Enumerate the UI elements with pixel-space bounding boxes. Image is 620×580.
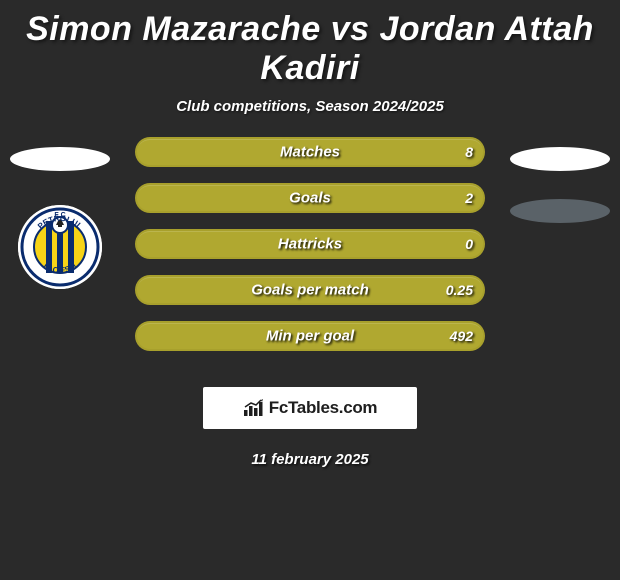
stat-label: Goals	[289, 190, 331, 207]
stat-rows: Matches 8 Goals 2 Hattricks 0 Goals per …	[135, 137, 485, 367]
footer-date: 11 february 2025	[0, 451, 620, 468]
stat-value-right: 492	[450, 328, 473, 344]
page-title: Simon Mazarache vs Jordan Attah Kadiri	[0, 4, 620, 90]
club-badge-left: F C PETROLUL PLOIESTI	[18, 205, 102, 289]
stat-label: Matches	[280, 144, 340, 161]
stat-value-right: 8	[465, 144, 473, 160]
stat-row-matches: Matches 8	[135, 137, 485, 167]
page-subtitle: Club competitions, Season 2024/2025	[0, 98, 620, 115]
comparison-card: Simon Mazarache vs Jordan Attah Kadiri C…	[0, 0, 620, 468]
player-photo-left	[10, 147, 110, 171]
comparison-body: F C PETROLUL PLOIESTI Matches 8	[0, 151, 620, 381]
petrolul-badge-icon: F C PETROLUL PLOIESTI	[18, 205, 102, 289]
stat-label: Hattricks	[278, 236, 342, 253]
player-photo-right	[510, 147, 610, 171]
stat-row-mpg: Min per goal 492	[135, 321, 485, 351]
bar-chart-icon	[243, 399, 265, 417]
club-badge-right-placeholder	[510, 199, 610, 223]
stat-label: Min per goal	[266, 328, 354, 345]
stat-value-right: 0	[465, 236, 473, 252]
stat-row-hattricks: Hattricks 0	[135, 229, 485, 259]
stat-value-right: 0.25	[446, 282, 473, 298]
stat-row-gpm: Goals per match 0.25	[135, 275, 485, 305]
branding-badge[interactable]: FcTables.com	[203, 387, 417, 429]
stat-label: Goals per match	[251, 282, 369, 299]
stat-value-right: 2	[465, 190, 473, 206]
branding-text: FcTables.com	[269, 398, 378, 418]
stat-row-goals: Goals 2	[135, 183, 485, 213]
